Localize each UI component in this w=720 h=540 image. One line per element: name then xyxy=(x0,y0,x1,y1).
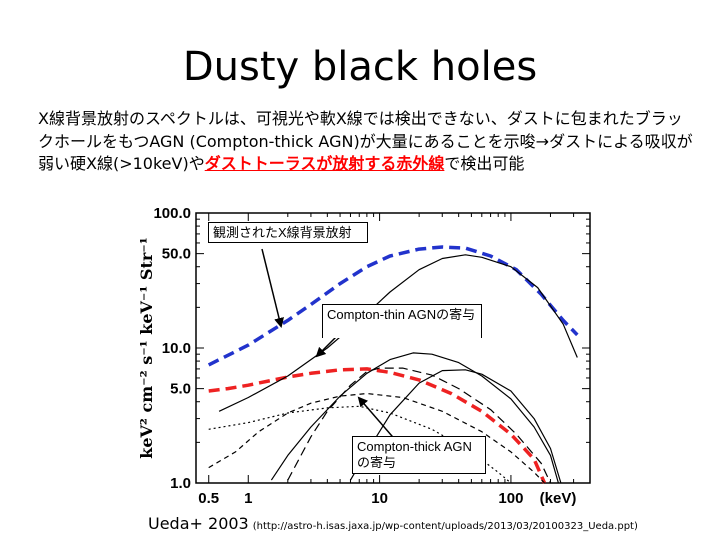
series-line-1 xyxy=(207,245,579,367)
citation-ref: Ueda+ 2003 xyxy=(148,514,249,533)
y-axis-label: keV² cm⁻² s⁻¹ keV⁻¹ Str⁻¹ xyxy=(137,237,156,459)
series-line-7 xyxy=(208,392,545,484)
citation: Ueda+ 2003 (http://astro-h.isas.jaxa.jp/w… xyxy=(148,514,638,533)
y-tick-label: 100.0 xyxy=(153,205,191,222)
series-line-2 xyxy=(208,367,547,484)
observed-pointer-arrow xyxy=(261,248,284,328)
series-line-5 xyxy=(349,369,562,484)
tick-layer: 0.5 1 10 100 1.0 5.0 10.0 50.0 100.0 xyxy=(153,205,590,507)
citation-url: (http://astro-h.isas.jaxa.jp/wp-content/… xyxy=(252,521,638,532)
thin-callout: Compton-thin AGNの寄与 xyxy=(322,304,482,338)
series-line-4 xyxy=(270,352,559,484)
thick-callout: Compton-thick AGNの寄与 xyxy=(352,436,486,474)
x-axis-label: (keV) xyxy=(540,490,577,507)
paragraph-text: X線背景放射のスペクトルは、可視光や軟X線では検出できない、ダストに包まれたブラ… xyxy=(38,109,693,173)
slide-paragraph: X線背景放射のスペクトルは、可視光や軟X線では検出できない、ダストに包まれたブラ… xyxy=(38,108,698,176)
slide-title: Dusty black holes xyxy=(182,44,538,90)
observed-callout: 観測されたX線背景放射 xyxy=(208,222,368,243)
series-line-3 xyxy=(218,254,578,412)
thin-pointer-arrow xyxy=(315,336,337,358)
y-tick-label: 5.0 xyxy=(170,381,191,398)
x-tick-label: 100 xyxy=(498,490,523,507)
x-tick-label: 1 xyxy=(244,490,252,507)
y-tick-label: 50.0 xyxy=(162,246,191,263)
series-line-6 xyxy=(287,367,552,484)
y-tick-label: 10.0 xyxy=(162,340,191,357)
paragraph-highlight: ダストトーラスが放射する赤外線 xyxy=(204,154,445,173)
y-tick-label: 1.0 xyxy=(170,475,191,492)
paragraph-tail: で検出可能 xyxy=(444,154,525,173)
x-tick-label: 10 xyxy=(371,490,388,507)
thick-pointer-arrow xyxy=(357,396,399,444)
x-tick-label: 0.5 xyxy=(198,490,219,507)
